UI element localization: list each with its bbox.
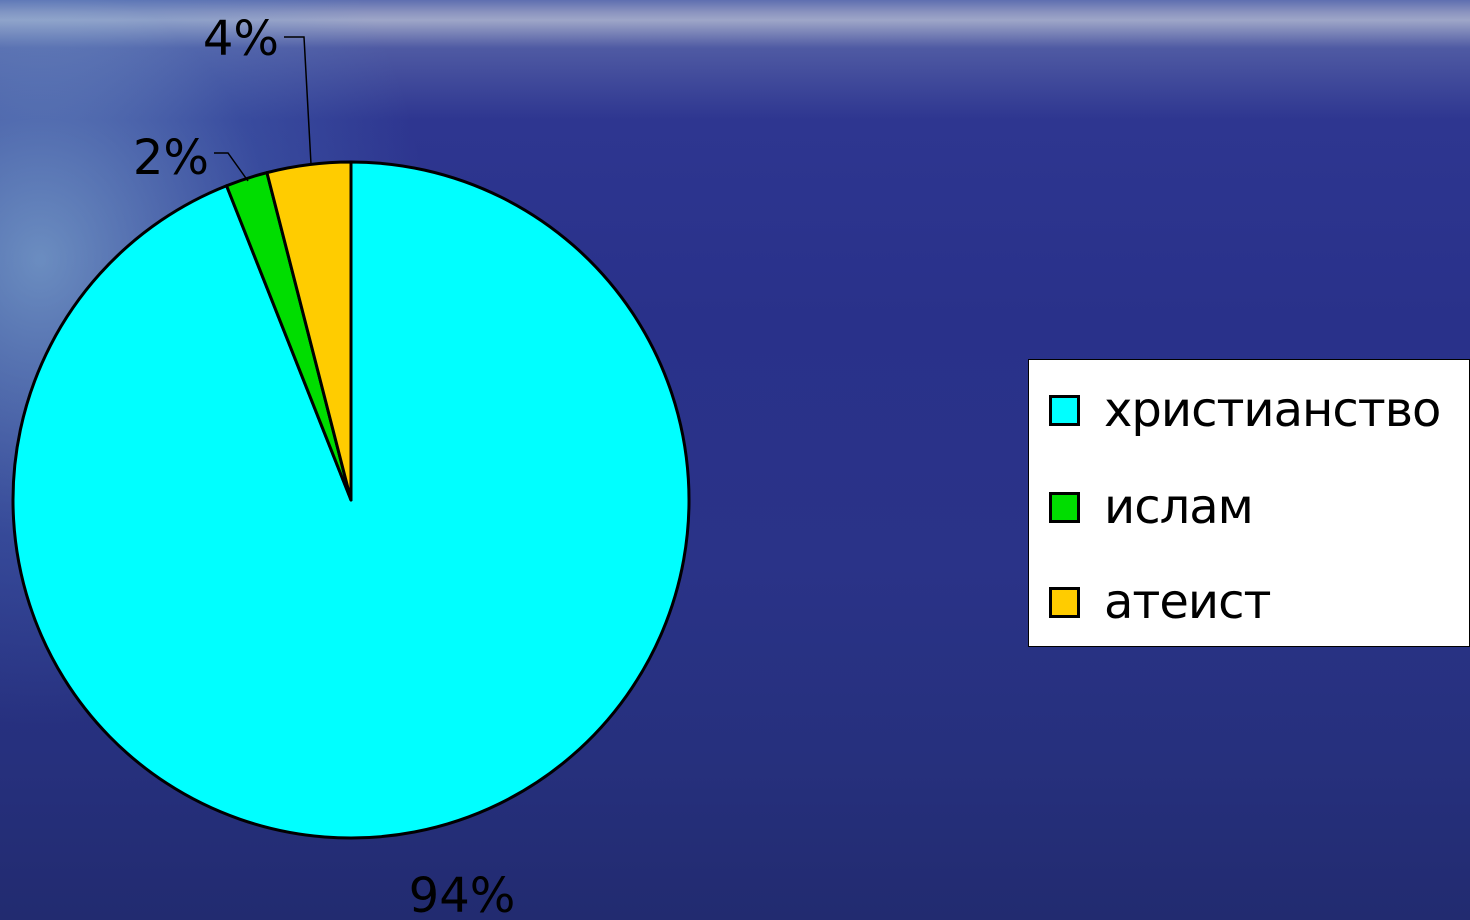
legend-swatch-islam [1049, 491, 1080, 523]
data-label-christianity: 94% [409, 868, 516, 920]
legend-swatch-atheist [1049, 586, 1080, 618]
legend-label-atheist: атеист [1104, 574, 1271, 630]
data-label-atheist: 4% [203, 11, 279, 67]
leader-line-islam [214, 152, 249, 182]
legend-label-christianity: христианство [1104, 382, 1441, 438]
leader-line-atheist [284, 36, 312, 165]
legend-item-atheist: атеист [1049, 572, 1271, 632]
chart-legend: христианство ислам атеист [1028, 359, 1470, 647]
legend-item-christianity: христианство [1049, 380, 1441, 440]
legend-label-islam: ислам [1104, 479, 1254, 535]
legend-item-islam: ислам [1049, 477, 1254, 537]
pie-slice-atheist [265, 160, 353, 502]
legend-swatch-christianity [1049, 394, 1080, 426]
data-label-islam: 2% [133, 130, 209, 186]
